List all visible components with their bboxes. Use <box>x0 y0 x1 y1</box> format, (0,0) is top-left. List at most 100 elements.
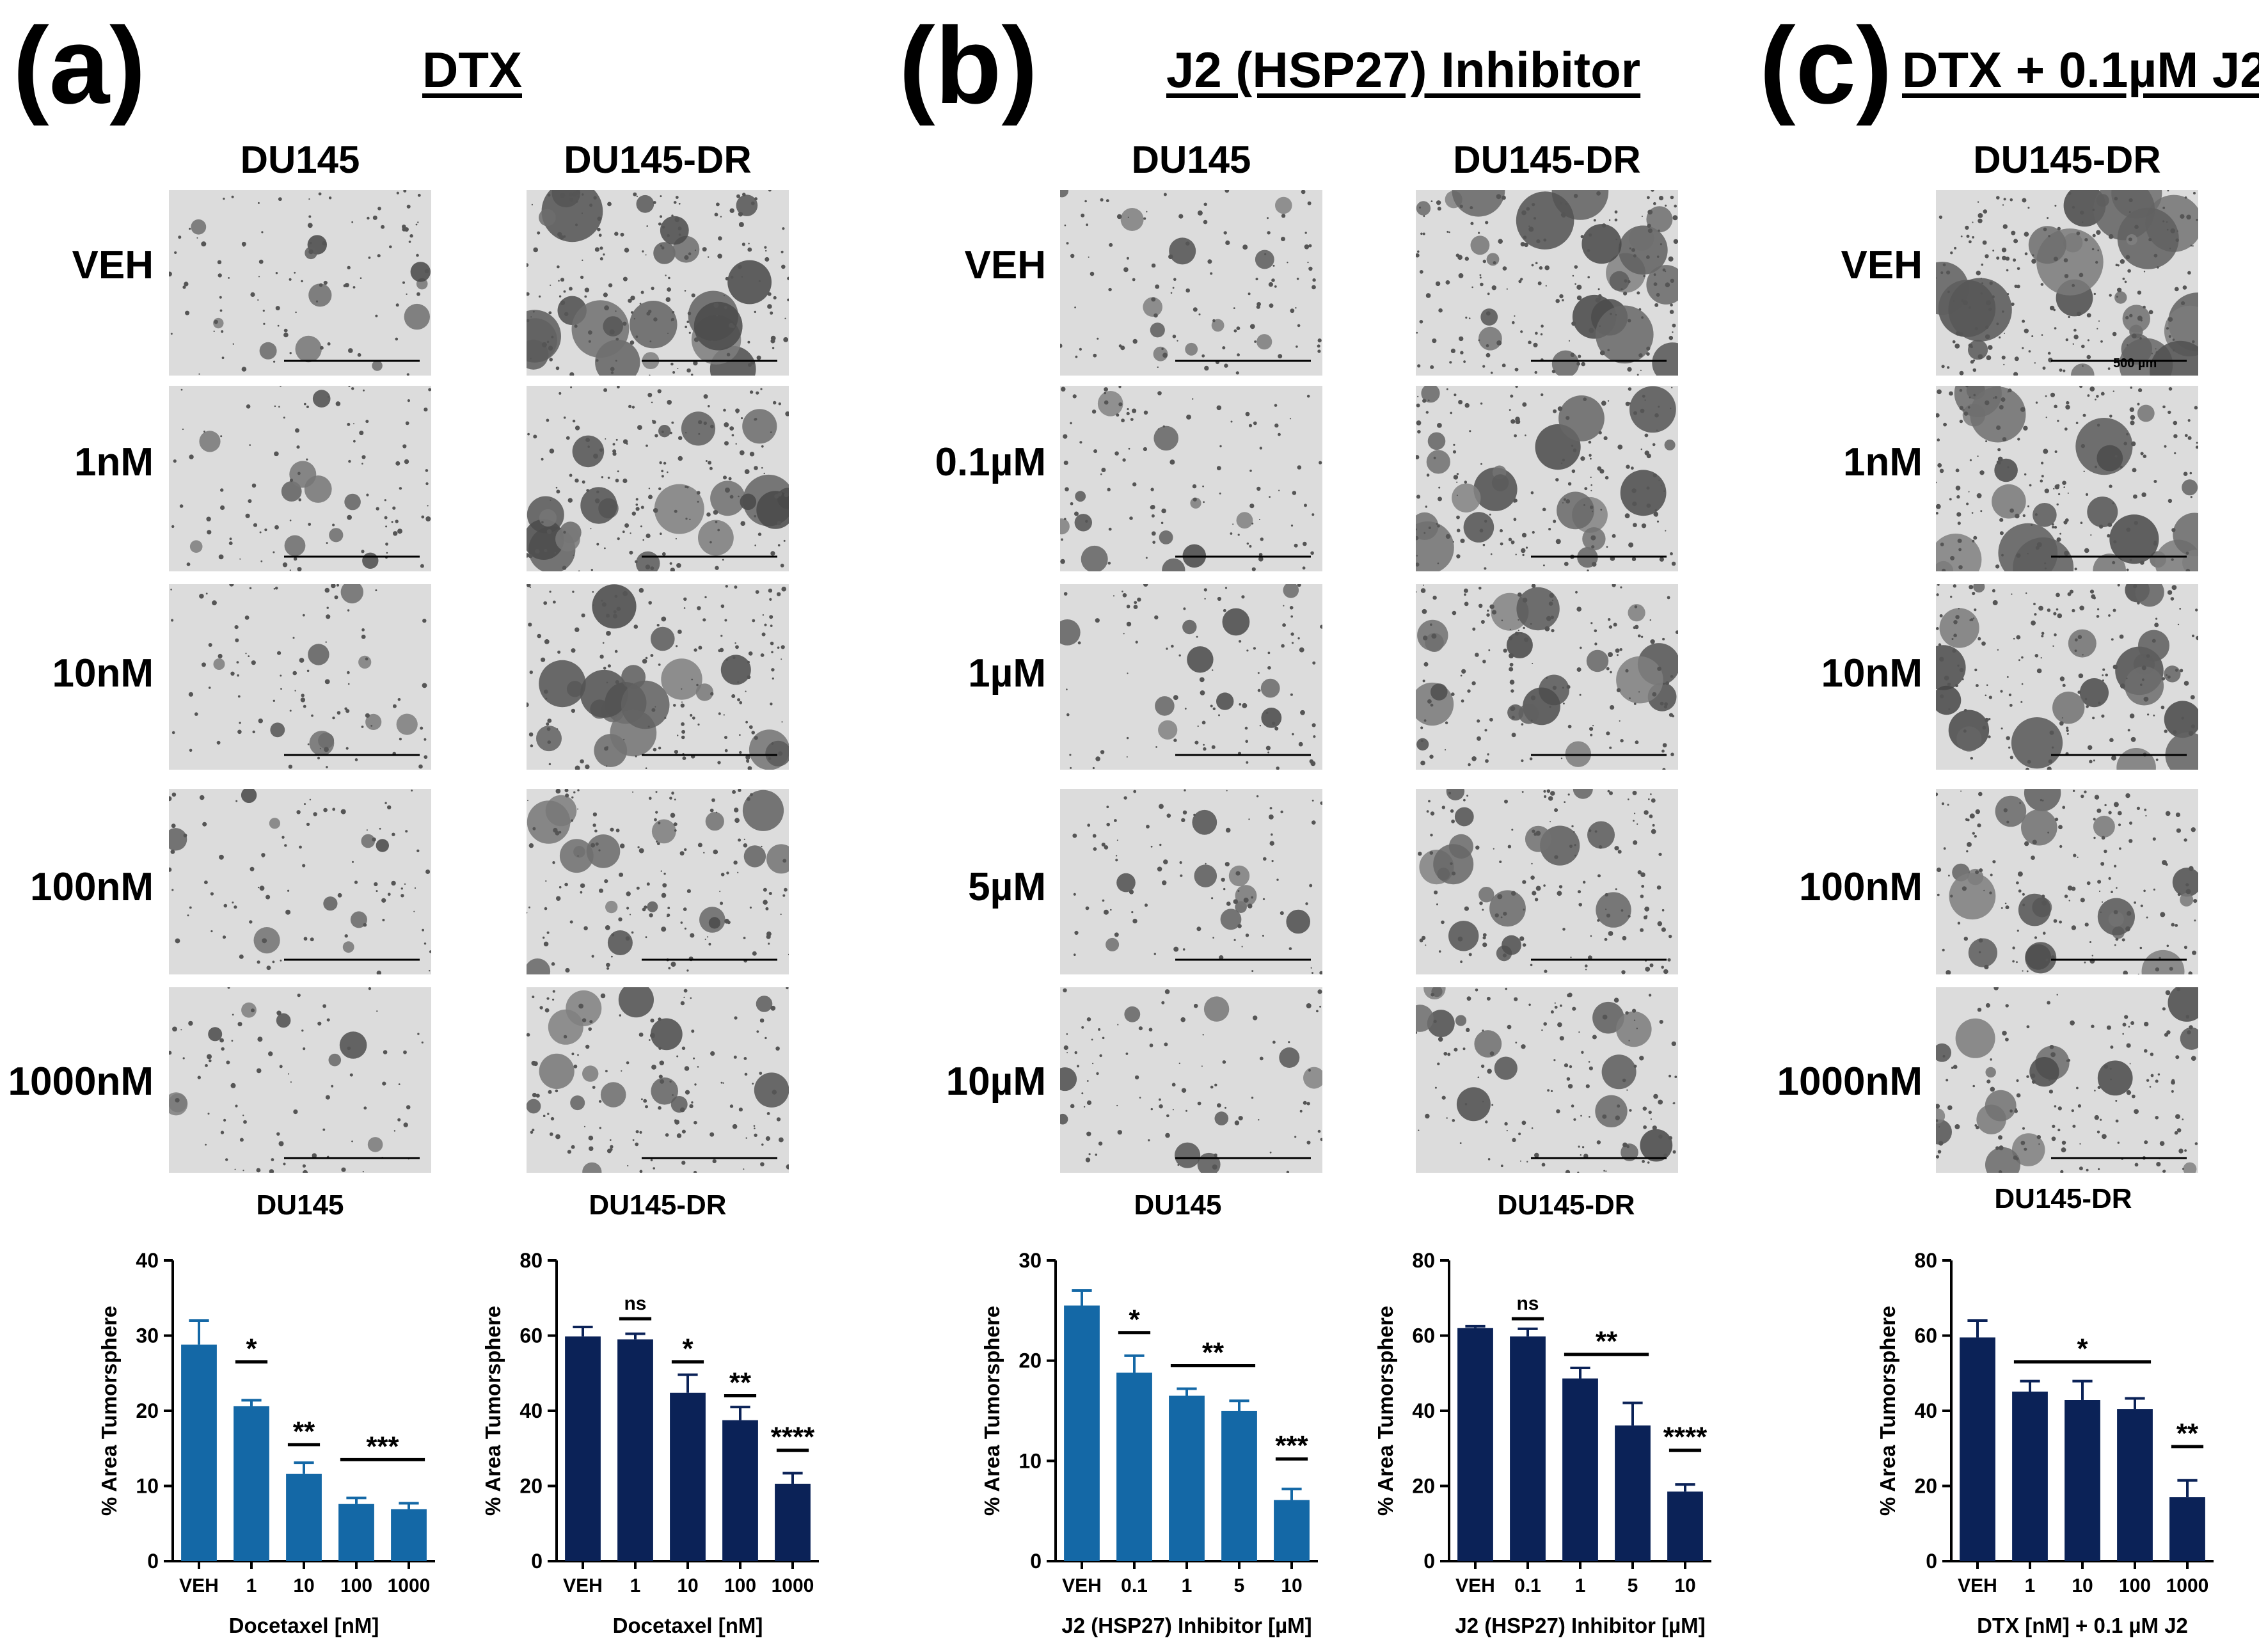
micrograph-texture <box>1060 987 1322 1173</box>
micrograph-texture <box>527 386 789 571</box>
y-tick-label: 0 <box>1030 1550 1042 1573</box>
x-tick-label: 1 <box>2025 1575 2036 1596</box>
y-tick-label: 10 <box>136 1475 159 1498</box>
chart-4-title: DU145-DR <box>1497 1189 1635 1221</box>
bar <box>1457 1328 1493 1562</box>
micrograph-texture <box>527 190 789 376</box>
x-tick-label: VEH <box>1958 1575 1997 1596</box>
significance-label: **** <box>771 1422 815 1453</box>
panel-a-column-du145: DU145 <box>240 138 360 181</box>
y-tick-label: 60 <box>1914 1324 1937 1347</box>
micrograph-texture <box>1936 789 2198 974</box>
bar <box>1169 1395 1205 1561</box>
bar <box>1274 1500 1310 1561</box>
y-tick-label: 0 <box>1926 1550 1937 1573</box>
y-tick-label: 0 <box>1423 1550 1435 1573</box>
x-axis-title: Docetaxel [nM] <box>229 1614 379 1637</box>
significance-label: *** <box>366 1431 399 1462</box>
bar <box>1064 1305 1100 1561</box>
bar <box>181 1344 217 1561</box>
panel-c-column-du145-dr: DU145-DR <box>1973 138 2161 181</box>
significance-label: ns <box>1516 1293 1539 1314</box>
micrograph-texture <box>169 190 431 376</box>
y-axis-title: % Area Tumorsphere <box>97 1306 121 1516</box>
y-tick-label: 80 <box>1914 1249 1937 1272</box>
micrograph-texture <box>169 789 431 974</box>
significance-label: ** <box>293 1416 315 1447</box>
x-tick-label: 100 <box>340 1575 372 1596</box>
bar <box>2169 1497 2205 1561</box>
micrograph-texture <box>1416 584 1678 770</box>
bar <box>722 1420 758 1561</box>
x-tick-label: 10 <box>1674 1575 1695 1596</box>
micrograph-image <box>527 190 789 376</box>
micrograph-image <box>1060 584 1322 770</box>
x-axis-title: Docetaxel [nM] <box>613 1614 763 1637</box>
y-tick-label: 20 <box>1914 1475 1937 1498</box>
panel-a-row-label-veh: VEH <box>72 243 154 287</box>
x-tick-label: VEH <box>1455 1575 1495 1596</box>
micrograph-image <box>169 190 431 376</box>
bar <box>2117 1409 2153 1561</box>
panel-b-row-label-10um: 10µM <box>946 1060 1046 1104</box>
y-tick-label: 80 <box>1412 1249 1435 1272</box>
panel-a-row-label-100nm: 100nM <box>30 865 154 909</box>
micrograph-image <box>1936 584 2198 770</box>
micrograph-texture <box>169 987 431 1173</box>
x-axis-title: DTX [nM] + 0.1 µM J2 <box>1977 1614 2188 1637</box>
x-tick-label: 1 <box>246 1575 257 1596</box>
panel-c-row-label-1000nm: 1000nM <box>1777 1060 1922 1104</box>
y-tick-label: 80 <box>519 1249 543 1272</box>
panel-a-row-label-1000nm: 1000nM <box>8 1060 154 1104</box>
micrograph-image <box>1060 789 1322 974</box>
micrograph-image <box>1060 987 1322 1173</box>
panel-b-letter: (b) <box>899 5 1038 127</box>
panel-c-title: DTX + 0.1µM J2 <box>1902 42 2259 98</box>
panel-a-title: DTX <box>422 42 522 98</box>
bar <box>1562 1378 1598 1561</box>
x-tick-label: 1000 <box>772 1575 814 1596</box>
micrograph-texture <box>1060 584 1322 770</box>
micrograph-image <box>1936 987 2198 1173</box>
chart-5-title: DU145-DR <box>1994 1183 2132 1214</box>
micrograph-texture <box>1416 789 1678 974</box>
y-tick-label: 10 <box>1019 1449 1042 1472</box>
x-axis-title: J2 (HSP27) Inhibitor [µM] <box>1455 1614 1705 1637</box>
panel-a-column-du145-dr: DU145-DR <box>564 138 752 181</box>
y-tick-label: 40 <box>1412 1399 1435 1422</box>
panel-c-letter: (c) <box>1759 5 1892 127</box>
y-tick-label: 40 <box>136 1249 159 1272</box>
x-tick-label: 10 <box>1281 1575 1302 1596</box>
bar <box>234 1406 269 1561</box>
y-tick-label: 0 <box>531 1550 543 1573</box>
micrograph-texture <box>1060 789 1322 974</box>
panel-b-row-label-1um: 1µM <box>968 651 1046 695</box>
x-tick-label: 10 <box>2072 1575 2093 1596</box>
x-tick-label: 1000 <box>388 1575 431 1596</box>
micrograph-image <box>169 584 431 770</box>
micrograph-texture <box>1936 386 2198 571</box>
panel-c-row-label-1nm: 1nM <box>1843 440 1922 484</box>
bar <box>1510 1336 1546 1561</box>
y-tick-label: 60 <box>1412 1324 1435 1347</box>
bar <box>286 1473 322 1561</box>
micrograph-image <box>169 987 431 1173</box>
significance-label: * <box>246 1333 257 1365</box>
significance-label: ns <box>624 1293 646 1314</box>
y-tick-label: 40 <box>519 1399 543 1422</box>
panel-c-row-label-100nm: 100nM <box>1799 865 1922 909</box>
significance-label: **** <box>1663 1422 1708 1453</box>
x-tick-label: 10 <box>293 1575 314 1596</box>
micrograph-image <box>527 584 789 770</box>
micrograph-image <box>1416 987 1678 1173</box>
bar <box>1116 1372 1152 1561</box>
y-tick-label: 30 <box>1019 1249 1042 1272</box>
micrograph-texture <box>169 386 431 571</box>
y-axis-title: % Area Tumorsphere <box>1374 1306 1397 1516</box>
chart-2-title: DU145-DR <box>589 1189 727 1221</box>
micrograph-image <box>169 789 431 974</box>
bar <box>2065 1400 2100 1561</box>
micrograph-image <box>527 789 789 974</box>
